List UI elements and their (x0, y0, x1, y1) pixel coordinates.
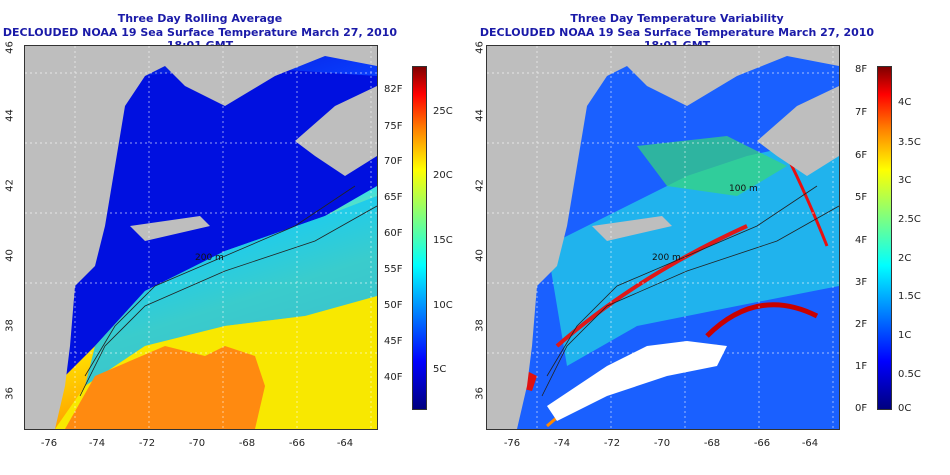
lat-tick: 40 (4, 249, 16, 262)
variability-front (555, 224, 748, 348)
lon-tick: -68 (703, 438, 721, 449)
cbar-f-label: 4F (855, 235, 868, 246)
cbar-f-label: 45F (384, 336, 403, 347)
cbar-c-label: 1.5C (898, 291, 921, 302)
cold-shelf-water (55, 66, 377, 376)
cbar-c-label: 2C (898, 253, 912, 264)
right-variability-map: 200 m 100 m (486, 45, 840, 430)
nova-scotia (295, 86, 377, 176)
cbar-f-label: 6F (855, 150, 868, 161)
no-data-area (547, 341, 727, 421)
contour-label-2: 100 m (729, 184, 758, 194)
cbar-c-label: 15C (433, 235, 453, 246)
cbar-f-label: 5F (855, 192, 868, 203)
nantucket-land (592, 216, 672, 241)
right-colorbar (877, 66, 892, 410)
variability-front (705, 302, 819, 338)
lat-tick: 46 (4, 41, 16, 54)
lon-tick: -64 (336, 438, 354, 449)
cbar-f-label: 70F (384, 156, 403, 167)
lat-tick: 42 (474, 179, 486, 192)
cbar-f-label: 50F (384, 300, 403, 311)
cbar-c-label: 0C (898, 403, 912, 414)
cbar-f-label: 75F (384, 121, 403, 132)
cbar-f-label: 82F (384, 84, 403, 95)
nantucket-land (130, 216, 210, 241)
gulf-stream-core (65, 346, 265, 429)
cbar-c-label: 3.5C (898, 137, 921, 148)
cbar-c-label: 4C (898, 97, 912, 108)
slope-water (85, 196, 377, 386)
lon-tick: -64 (801, 438, 819, 449)
lon-tick: -72 (603, 438, 621, 449)
cbar-c-label: 25C (433, 106, 453, 117)
lat-tick: 38 (4, 319, 16, 332)
lat-tick: 36 (474, 387, 486, 400)
left-title: Three Day Rolling Average (117, 12, 283, 25)
variability-patch (637, 136, 787, 196)
isobath-contour (546, 185, 818, 377)
lat-tick: 42 (4, 179, 16, 192)
nova-scotia (757, 86, 839, 176)
lon-tick: -74 (88, 438, 106, 449)
cbar-c-label: 0.5C (898, 369, 921, 380)
cbar-c-label: 2.5C (898, 214, 921, 225)
cbar-f-label: 8F (855, 64, 868, 75)
land (25, 46, 377, 429)
left-panel: Three Day Rolling Average DECLOUDED NOAA… (3, 12, 453, 449)
lat-tick: 44 (474, 109, 486, 122)
lat-tick: 36 (4, 387, 16, 400)
lon-tick: -66 (288, 438, 306, 449)
lat-tick: 44 (4, 109, 16, 122)
cbar-c-label: 10C (433, 300, 453, 311)
isobath-contour-2 (541, 205, 839, 397)
contour-label: 200 m (652, 253, 681, 263)
lat-tick: 40 (474, 249, 486, 262)
lon-tick: -70 (188, 438, 206, 449)
land (487, 46, 839, 429)
lon-tick: -70 (653, 438, 671, 449)
cbar-f-label: 7F (855, 107, 868, 118)
lon-tick: -68 (238, 438, 256, 449)
cbar-c-label: 1C (898, 330, 912, 341)
cbar-f-label: 55F (384, 264, 403, 275)
cbar-f-label: 40F (384, 372, 403, 383)
cbar-f-label: 60F (384, 228, 403, 239)
right-title: Three Day Temperature Variability (570, 12, 784, 25)
contour-label: 200 m (195, 253, 224, 263)
cbar-f-label: 0F (855, 403, 868, 414)
lon-tick: -76 (503, 438, 521, 449)
cbar-c-label: 5C (433, 364, 447, 375)
left-colorbar (412, 66, 427, 410)
cbar-f-label: 3F (855, 277, 868, 288)
right-panel: Three Day Temperature Variability DECLOU… (475, 0, 950, 475)
cbar-c-label: 20C (433, 170, 453, 181)
cbar-f-label: 1F (855, 361, 868, 372)
cbar-c-label: 3C (898, 175, 912, 186)
isobath-contour (84, 185, 356, 377)
isobath-contour-2 (79, 205, 377, 397)
lon-tick: -76 (40, 438, 58, 449)
lat-tick: 38 (474, 319, 486, 332)
cbar-f-label: 2F (855, 319, 868, 330)
lon-tick: -72 (138, 438, 156, 449)
lon-tick: -66 (753, 438, 771, 449)
lon-tick: -74 (553, 438, 571, 449)
lat-tick: 46 (474, 41, 486, 54)
cbar-f-label: 65F (384, 192, 403, 203)
left-sst-map: 200 m (24, 45, 378, 430)
